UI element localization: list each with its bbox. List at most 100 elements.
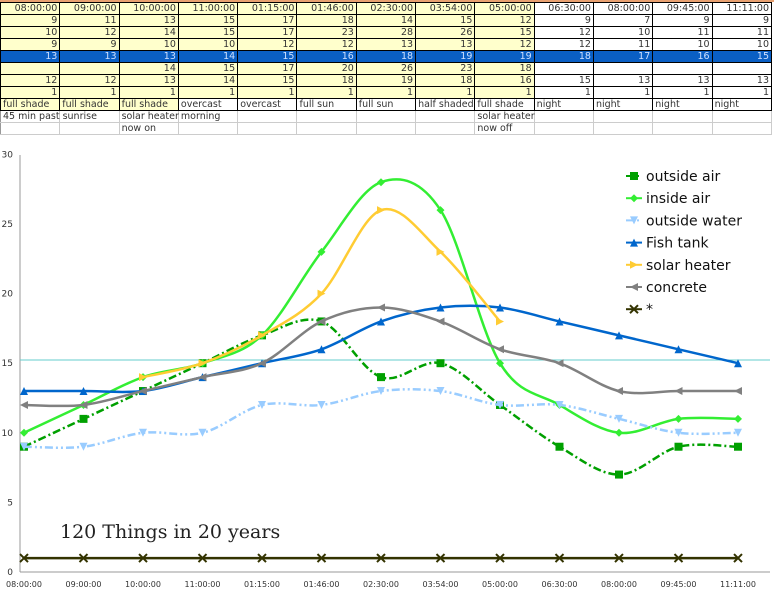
cell[interactable]: [177, 122, 239, 135]
cell[interactable]: [711, 122, 773, 135]
cell[interactable]: 15: [177, 26, 239, 39]
cell[interactable]: [592, 62, 654, 75]
cell[interactable]: 26: [415, 26, 476, 39]
cell[interactable]: 10: [118, 38, 179, 51]
cell[interactable]: [0, 62, 61, 75]
cell[interactable]: 10: [652, 38, 713, 51]
cell[interactable]: 17: [237, 14, 298, 27]
cell[interactable]: 10: [0, 26, 61, 39]
cell[interactable]: [237, 110, 298, 123]
cell[interactable]: 14: [118, 26, 179, 39]
cell[interactable]: [59, 122, 120, 135]
cell[interactable]: [296, 110, 357, 123]
cell[interactable]: 01:15:00: [237, 2, 298, 15]
cell[interactable]: 1: [592, 86, 654, 99]
cell[interactable]: 13: [711, 74, 773, 87]
cell[interactable]: 06:30:00: [533, 2, 594, 15]
cell[interactable]: night: [592, 98, 654, 111]
cell[interactable]: 10: [711, 38, 773, 51]
cell[interactable]: 17: [237, 26, 298, 39]
cell[interactable]: 15: [177, 14, 239, 27]
cell[interactable]: [652, 110, 713, 123]
cell[interactable]: 9: [652, 14, 713, 27]
cell[interactable]: 15: [177, 62, 239, 75]
cell[interactable]: [296, 122, 357, 135]
cell[interactable]: 19: [474, 50, 535, 63]
cell[interactable]: 18: [296, 14, 357, 27]
cell[interactable]: 12: [474, 14, 535, 27]
cell[interactable]: 18: [533, 50, 594, 63]
cell[interactable]: 9: [0, 14, 61, 27]
cell[interactable]: 9: [59, 38, 120, 51]
cell[interactable]: night: [533, 98, 594, 111]
cell[interactable]: 15: [237, 74, 298, 87]
cell[interactable]: 9: [711, 14, 773, 27]
cell[interactable]: 18: [415, 74, 476, 87]
cell[interactable]: 1: [415, 86, 476, 99]
cell[interactable]: 08:00:00: [592, 2, 654, 15]
cell[interactable]: 1: [474, 86, 535, 99]
cell[interactable]: morning: [177, 110, 239, 123]
cell[interactable]: 9: [533, 14, 594, 27]
cell[interactable]: 14: [118, 62, 179, 75]
cell[interactable]: 1: [711, 86, 773, 99]
cell[interactable]: full sun: [355, 98, 417, 111]
cell[interactable]: 13: [592, 74, 654, 87]
cell[interactable]: 9: [0, 38, 61, 51]
cell[interactable]: 15: [237, 50, 298, 63]
cell[interactable]: night: [652, 98, 713, 111]
cell[interactable]: 11: [652, 26, 713, 39]
cell[interactable]: solar heater: [474, 110, 535, 123]
cell[interactable]: 13: [118, 50, 179, 63]
cell[interactable]: 11: [59, 14, 120, 27]
cell[interactable]: 1: [59, 86, 120, 99]
cell[interactable]: [0, 122, 61, 135]
cell[interactable]: 13: [355, 38, 417, 51]
cell[interactable]: now on: [118, 122, 179, 135]
cell[interactable]: 19: [355, 74, 417, 87]
cell[interactable]: [533, 122, 594, 135]
cell[interactable]: 28: [355, 26, 417, 39]
cell[interactable]: [355, 110, 417, 123]
cell[interactable]: 1: [652, 86, 713, 99]
cell[interactable]: 20: [296, 62, 357, 75]
cell[interactable]: 1: [118, 86, 179, 99]
cell[interactable]: 15: [711, 50, 773, 63]
cell[interactable]: 13: [0, 50, 61, 63]
cell[interactable]: 01:46:00: [296, 2, 357, 15]
cell[interactable]: 05:00:00: [474, 2, 535, 15]
cell[interactable]: 18: [355, 50, 417, 63]
cell[interactable]: [415, 122, 476, 135]
cell[interactable]: [652, 122, 713, 135]
cell[interactable]: [533, 110, 594, 123]
cell[interactable]: 11: [592, 38, 654, 51]
cell[interactable]: now off: [474, 122, 535, 135]
cell[interactable]: 12: [59, 26, 120, 39]
cell[interactable]: 17: [592, 50, 654, 63]
cell[interactable]: 11:11:00: [711, 2, 773, 15]
cell[interactable]: 10: [177, 38, 239, 51]
cell[interactable]: 18: [474, 62, 535, 75]
cell[interactable]: 13: [59, 50, 120, 63]
cell[interactable]: 18: [296, 74, 357, 87]
cell[interactable]: 17: [237, 62, 298, 75]
cell[interactable]: full shade: [474, 98, 535, 111]
cell[interactable]: 16: [296, 50, 357, 63]
cell[interactable]: 11: [711, 26, 773, 39]
cell[interactable]: 14: [177, 74, 239, 87]
cell[interactable]: 1: [0, 86, 61, 99]
cell[interactable]: [711, 62, 773, 75]
cell[interactable]: 1: [533, 86, 594, 99]
cell[interactable]: 19: [415, 50, 476, 63]
cell[interactable]: [355, 122, 417, 135]
cell[interactable]: 13: [415, 38, 476, 51]
cell[interactable]: 11:00:00: [177, 2, 239, 15]
cell[interactable]: 14: [177, 50, 239, 63]
cell[interactable]: 14: [355, 14, 417, 27]
cell[interactable]: 12: [296, 38, 357, 51]
cell[interactable]: overcast: [177, 98, 239, 111]
cell[interactable]: 03:54:00: [415, 2, 476, 15]
cell[interactable]: 13: [118, 74, 179, 87]
cell[interactable]: 26: [355, 62, 417, 75]
cell[interactable]: 08:00:00: [0, 2, 61, 15]
